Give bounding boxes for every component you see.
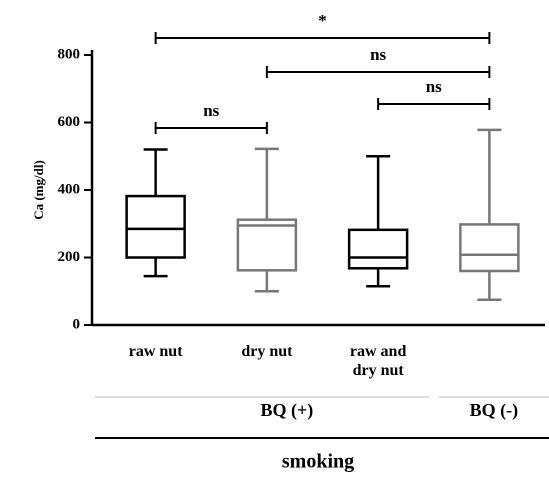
x-tick-label: dry nut [241, 343, 293, 360]
y-tick-label: 0 [73, 316, 81, 332]
x-tick-label: raw and dry nut [349, 343, 407, 379]
box [125, 194, 186, 259]
x-tick-label: raw nut [128, 343, 183, 360]
y-tick-label: 800 [58, 46, 81, 62]
group-label: BQ (+) [260, 400, 313, 421]
y-tick-label: 400 [58, 181, 81, 197]
significance-label: * [318, 11, 327, 30]
box [459, 223, 520, 273]
super-group-label: smoking [282, 451, 354, 473]
significance-label: ns [370, 45, 386, 64]
box [347, 228, 409, 270]
group-label: BQ (-) [470, 400, 519, 421]
significance-label: ns [426, 77, 442, 96]
y-axis-label: Ca (mg/dl) [31, 160, 46, 220]
significance-label: ns [203, 101, 219, 120]
y-tick-label: 600 [58, 114, 81, 130]
y-tick-label: 200 [58, 249, 81, 265]
box [236, 218, 298, 272]
